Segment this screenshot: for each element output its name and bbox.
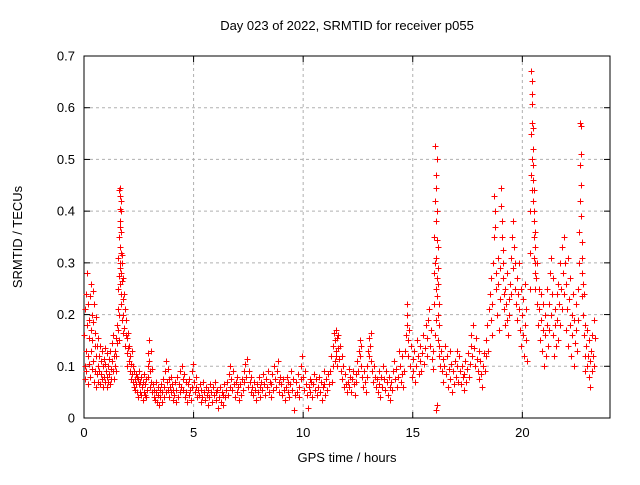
grid-lines (84, 56, 610, 418)
x-tick-label: 0 (80, 425, 87, 440)
axis-ticks (83, 55, 610, 419)
y-tick-label: 0.1 (57, 359, 75, 374)
tick-labels: 0 5 10 15 20 0 0.1 0.2 0.3 0.4 0.5 0.6 0.7 (57, 49, 530, 441)
scatter-points (81, 68, 599, 414)
y-tick-label: 0.3 (57, 255, 75, 270)
chart-title: Day 023 of 2022, SRMTID for receiver p05… (220, 18, 474, 33)
x-tick-label: 20 (515, 425, 529, 440)
y-tick-label: 0.2 (57, 307, 75, 322)
x-tick-label: 5 (190, 425, 197, 440)
y-tick-label: 0.5 (57, 152, 75, 167)
y-axis-label: SRMTID / TECUs (10, 185, 25, 288)
x-tick-label: 15 (406, 425, 420, 440)
x-tick-label: 10 (296, 425, 310, 440)
y-tick-label: 0.7 (57, 49, 75, 64)
y-tick-label: 0 (68, 411, 75, 426)
y-tick-label: 0.6 (57, 100, 75, 115)
plot-frame (83, 55, 611, 419)
y-tick-label: 0.4 (57, 204, 75, 219)
x-axis-label: GPS time / hours (298, 450, 397, 465)
